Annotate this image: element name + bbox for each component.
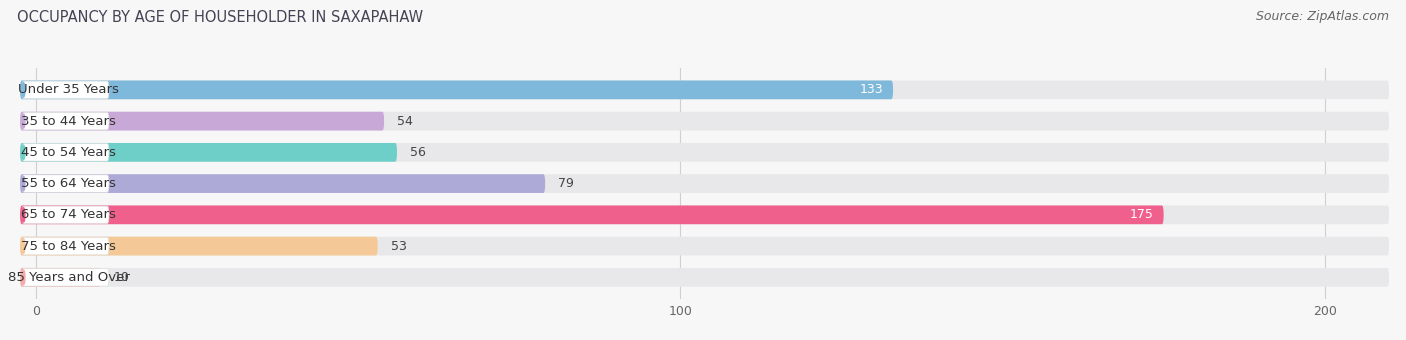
Text: 175: 175 bbox=[1130, 208, 1154, 221]
Text: OCCUPANCY BY AGE OF HOUSEHOLDER IN SAXAPAHAW: OCCUPANCY BY AGE OF HOUSEHOLDER IN SAXAP… bbox=[17, 10, 423, 25]
Text: 10: 10 bbox=[114, 271, 129, 284]
Text: 45 to 54 Years: 45 to 54 Years bbox=[21, 146, 117, 159]
Text: 54: 54 bbox=[396, 115, 413, 128]
Text: 35 to 44 Years: 35 to 44 Years bbox=[21, 115, 117, 128]
Text: 75 to 84 Years: 75 to 84 Years bbox=[21, 240, 117, 253]
FancyBboxPatch shape bbox=[20, 81, 893, 99]
FancyBboxPatch shape bbox=[22, 269, 110, 286]
FancyBboxPatch shape bbox=[20, 268, 101, 287]
Text: 65 to 74 Years: 65 to 74 Years bbox=[21, 208, 117, 221]
FancyBboxPatch shape bbox=[22, 206, 110, 224]
FancyBboxPatch shape bbox=[22, 175, 110, 192]
FancyBboxPatch shape bbox=[20, 112, 1389, 131]
Text: Under 35 Years: Under 35 Years bbox=[18, 83, 120, 96]
FancyBboxPatch shape bbox=[20, 143, 1389, 162]
FancyBboxPatch shape bbox=[20, 81, 1389, 99]
Circle shape bbox=[22, 176, 25, 191]
Text: 85 Years and Over: 85 Years and Over bbox=[8, 271, 129, 284]
FancyBboxPatch shape bbox=[22, 237, 110, 255]
FancyBboxPatch shape bbox=[20, 237, 1389, 255]
Text: 53: 53 bbox=[391, 240, 406, 253]
Text: 79: 79 bbox=[558, 177, 574, 190]
FancyBboxPatch shape bbox=[20, 174, 1389, 193]
Text: 55 to 64 Years: 55 to 64 Years bbox=[21, 177, 117, 190]
Text: Source: ZipAtlas.com: Source: ZipAtlas.com bbox=[1256, 10, 1389, 23]
FancyBboxPatch shape bbox=[20, 237, 378, 255]
FancyBboxPatch shape bbox=[20, 112, 384, 131]
FancyBboxPatch shape bbox=[20, 174, 546, 193]
Circle shape bbox=[22, 270, 25, 285]
Circle shape bbox=[22, 114, 25, 128]
FancyBboxPatch shape bbox=[22, 81, 110, 99]
Circle shape bbox=[22, 239, 25, 253]
Text: 56: 56 bbox=[411, 146, 426, 159]
FancyBboxPatch shape bbox=[20, 205, 1389, 224]
Circle shape bbox=[22, 145, 25, 159]
FancyBboxPatch shape bbox=[20, 268, 1389, 287]
FancyBboxPatch shape bbox=[20, 143, 396, 162]
FancyBboxPatch shape bbox=[22, 112, 110, 130]
Text: 133: 133 bbox=[859, 83, 883, 96]
FancyBboxPatch shape bbox=[22, 143, 110, 161]
FancyBboxPatch shape bbox=[20, 205, 1164, 224]
Circle shape bbox=[22, 208, 25, 222]
Circle shape bbox=[22, 83, 25, 97]
